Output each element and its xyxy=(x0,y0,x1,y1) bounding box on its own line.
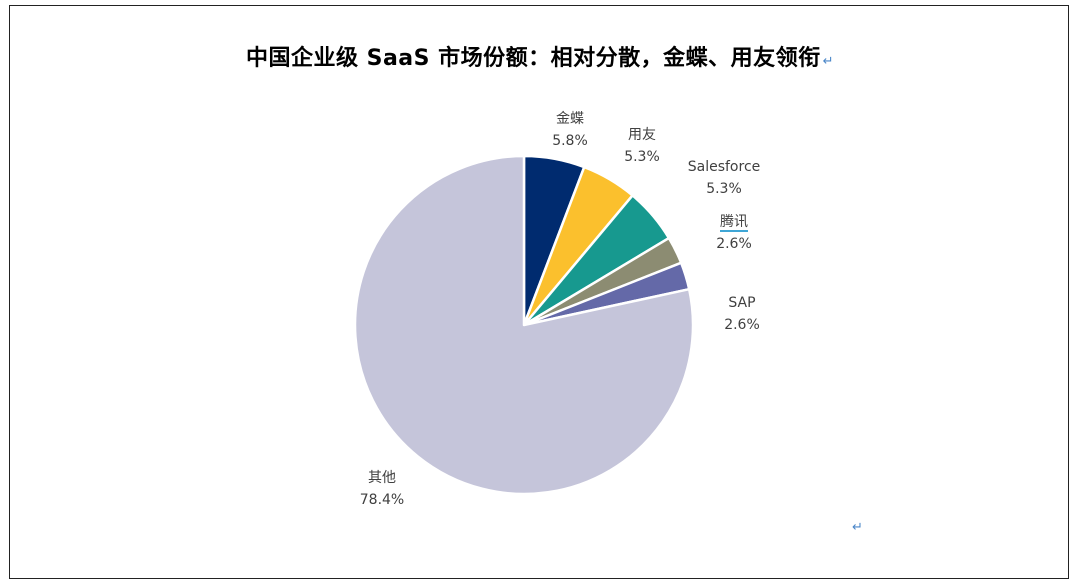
slice-label-sap: SAP 2.6% xyxy=(710,292,774,336)
slice-label-others: 其他 78.4% xyxy=(350,467,414,511)
slice-name: 其他 xyxy=(368,470,396,486)
chart-frame xyxy=(9,5,1069,579)
title-text: 中国企业级 SaaS 市场份额：相对分散，金蝶、用友领衔 xyxy=(245,46,821,71)
slice-percent: 5.3% xyxy=(706,181,742,197)
chart-title: 中国企业级 SaaS 市场份额：相对分散，金蝶、用友领衔 ↵ xyxy=(0,40,1080,72)
slice-percent: 5.8% xyxy=(552,133,588,149)
pie-slice-5 xyxy=(353,154,695,496)
slice-name: 金蝶 xyxy=(556,111,584,127)
paragraph-mark-icon: ↵ xyxy=(822,54,835,69)
slice-name: Salesforce xyxy=(687,159,761,175)
slice-percent: 2.6% xyxy=(716,236,752,252)
slice-label-salesforce: Salesforce 5.3% xyxy=(672,156,776,200)
slice-name: 用友 xyxy=(628,127,656,143)
slice-label-tencent: 腾讯 2.6% xyxy=(702,211,766,255)
slice-percent: 78.4% xyxy=(359,492,405,508)
slice-label-yonyou: 用友 5.3% xyxy=(610,124,674,168)
slice-percent: 5.3% xyxy=(624,149,660,165)
slice-percent: 2.6% xyxy=(724,317,760,333)
slice-label-kingdee: 金蝶 5.8% xyxy=(538,108,602,152)
slice-name: SAP xyxy=(728,295,756,311)
paragraph-mark-icon: ↵ xyxy=(852,520,863,535)
slice-name: 腾讯 xyxy=(720,214,748,232)
